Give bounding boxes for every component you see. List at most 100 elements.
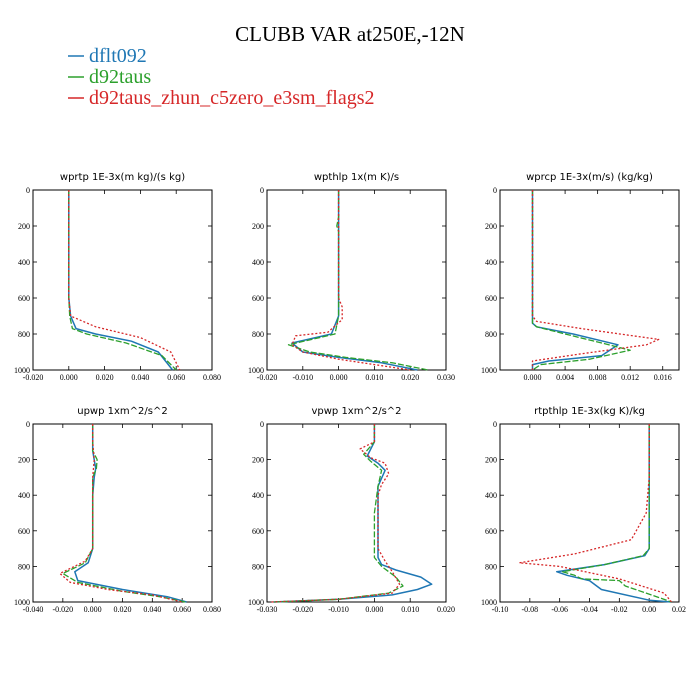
series-line-d92taus [531,190,631,371]
panel-title: vpwp 1xm^2/s^2 [311,406,401,417]
panels: wprtp 1E-3x(m kg)/(s kg) 0 200 400 600 800 100… [14,172,686,614]
y-tick-label: 800 [18,330,30,339]
legend: dflt092d92tausd92taus_zhun_c5zero_e3sm_f… [68,45,374,109]
x-tick-label: 0.012 [621,373,639,382]
y-tick-label: 400 [485,258,497,267]
y-tick-label: 0 [493,420,497,429]
x-tick-label: 0.016 [654,373,672,382]
series-line-dflt092 [274,424,433,603]
series-line-d92taus [287,190,429,371]
x-tick-label: 0.040 [143,605,161,614]
series-line-d92taus_zhun_c5zero_e3sm_flags2 [531,190,660,370]
y-tick-label: 800 [252,562,264,571]
series-line-d92taus_zhun_c5zero_e3sm_flags2 [291,190,411,371]
series-line-d92taus_zhun_c5zero_e3sm_flags2 [59,424,183,603]
x-tick-label: 0.004 [556,373,574,382]
y-tick-label: 1000 [14,366,30,375]
x-tick-label: 0.000 [84,605,102,614]
y-tick-label: 600 [18,294,30,303]
x-tick-label: -0.040 [23,605,44,614]
panel-frame [499,423,680,603]
y-tick-label: 200 [485,222,497,231]
x-tick-label: 0.040 [131,373,149,382]
y-tick-label: 1000 [481,366,497,375]
series-line-d92taus_zhun_c5zero_e3sm_flags2 [68,190,181,371]
panel-1: wprtp 1E-3x(m kg)/(s kg) 0 200 400 600 800 100… [14,172,221,382]
x-tick-label: 0.010 [401,605,419,614]
x-tick-label: 0.020 [114,605,132,614]
y-tick-label: 1000 [248,598,264,607]
panel-frame [32,189,213,371]
y-tick-label: 600 [485,527,497,536]
x-tick-label: -0.10 [492,605,509,614]
x-tick-label: 0.00 [642,605,656,614]
chart-title: CLUBB VAR at250E,-12N [235,22,465,46]
y-tick-label: 600 [252,294,264,303]
panel-5: vpwp 1xm^2/s^2 0 200 400 600 800 1000-0.030 -0.… [248,406,455,614]
x-tick-label: -0.020 [52,605,73,614]
panel-frame [266,189,447,371]
x-tick-label: 0.02 [672,605,686,614]
legend-label-dflt092: dflt092 [89,45,147,67]
x-tick-label: 0.030 [437,373,455,382]
x-tick-label: 0.020 [96,373,114,382]
legend-label-d92taus: d92taus [89,66,151,88]
panel-4: upwp 1xm^2/s^2 0 200 400 600 800 1000-0.040 -0.… [14,406,221,614]
x-tick-label: -0.010 [292,373,313,382]
y-tick-label: 400 [18,491,30,500]
series-line-dflt092 [68,190,174,371]
series-line-d92taus [68,190,177,371]
x-tick-label: -0.020 [23,373,44,382]
x-tick-label: -0.02 [611,605,628,614]
y-tick-label: 400 [18,258,30,267]
y-tick-label: 800 [18,562,30,571]
y-tick-label: 200 [252,222,264,231]
x-tick-label: -0.04 [581,605,598,614]
y-tick-label: 1000 [481,598,497,607]
y-tick-label: 800 [485,330,497,339]
y-tick-label: 800 [485,562,497,571]
y-tick-label: 600 [252,527,264,536]
y-tick-label: 400 [252,491,264,500]
series-line-d92taus [561,424,672,603]
x-tick-label: 0.000 [524,373,542,382]
y-tick-label: 200 [18,456,30,465]
x-tick-label: 0.000 [60,373,78,382]
series-line-dflt092 [291,190,418,371]
series-line-d92taus_zhun_c5zero_e3sm_flags2 [270,424,401,603]
y-tick-label: 0 [493,186,497,195]
x-tick-label: 0.010 [365,373,383,382]
y-tick-label: 200 [252,456,264,465]
panel-6: rtpthlp 1E-3x(kg K)/kg02004006008001000-… [481,406,686,614]
panel-frame [499,189,680,371]
panel-frame [32,423,213,603]
panel-title: wprcp 1E-3x(m/s) (kg/kg) [526,172,653,183]
y-tick-label: 0 [260,186,264,195]
panel-title: upwp 1xm^2/s^2 [77,406,167,417]
y-tick-label: 800 [252,330,264,339]
y-tick-label: 200 [18,222,30,231]
series-line-dflt092 [531,190,619,370]
series-line-dflt092 [74,424,187,603]
x-tick-label: 0.000 [330,373,348,382]
y-tick-label: 1000 [248,366,264,375]
x-tick-label: 0.080 [203,373,221,382]
x-tick-label: 0.008 [589,373,607,382]
x-tick-label: 0.000 [365,605,383,614]
x-tick-label: -0.020 [257,373,278,382]
panel-2: wpthlp 1x(m K)/s 0 200 400 600 800 1000-0.020 -… [248,172,455,382]
panel-frame [266,423,447,603]
x-tick-label: -0.06 [551,605,568,614]
x-tick-label: 0.020 [437,605,455,614]
series-line-d92taus [274,424,404,603]
x-tick-label: -0.020 [292,605,313,614]
y-tick-label: 0 [26,420,30,429]
series-line-d92taus [62,424,186,603]
panel-title: wprtp 1E-3x(m kg)/(s kg) [60,172,185,183]
x-tick-label: 0.080 [203,605,221,614]
panel-title: wpthlp 1x(m K)/s [314,172,399,183]
x-tick-label: -0.030 [257,605,278,614]
x-tick-label: -0.08 [521,605,538,614]
panel-3: wprcp 1E-3x(m/s) (kg/kg) 0 200 400 600 800 100… [481,172,680,382]
